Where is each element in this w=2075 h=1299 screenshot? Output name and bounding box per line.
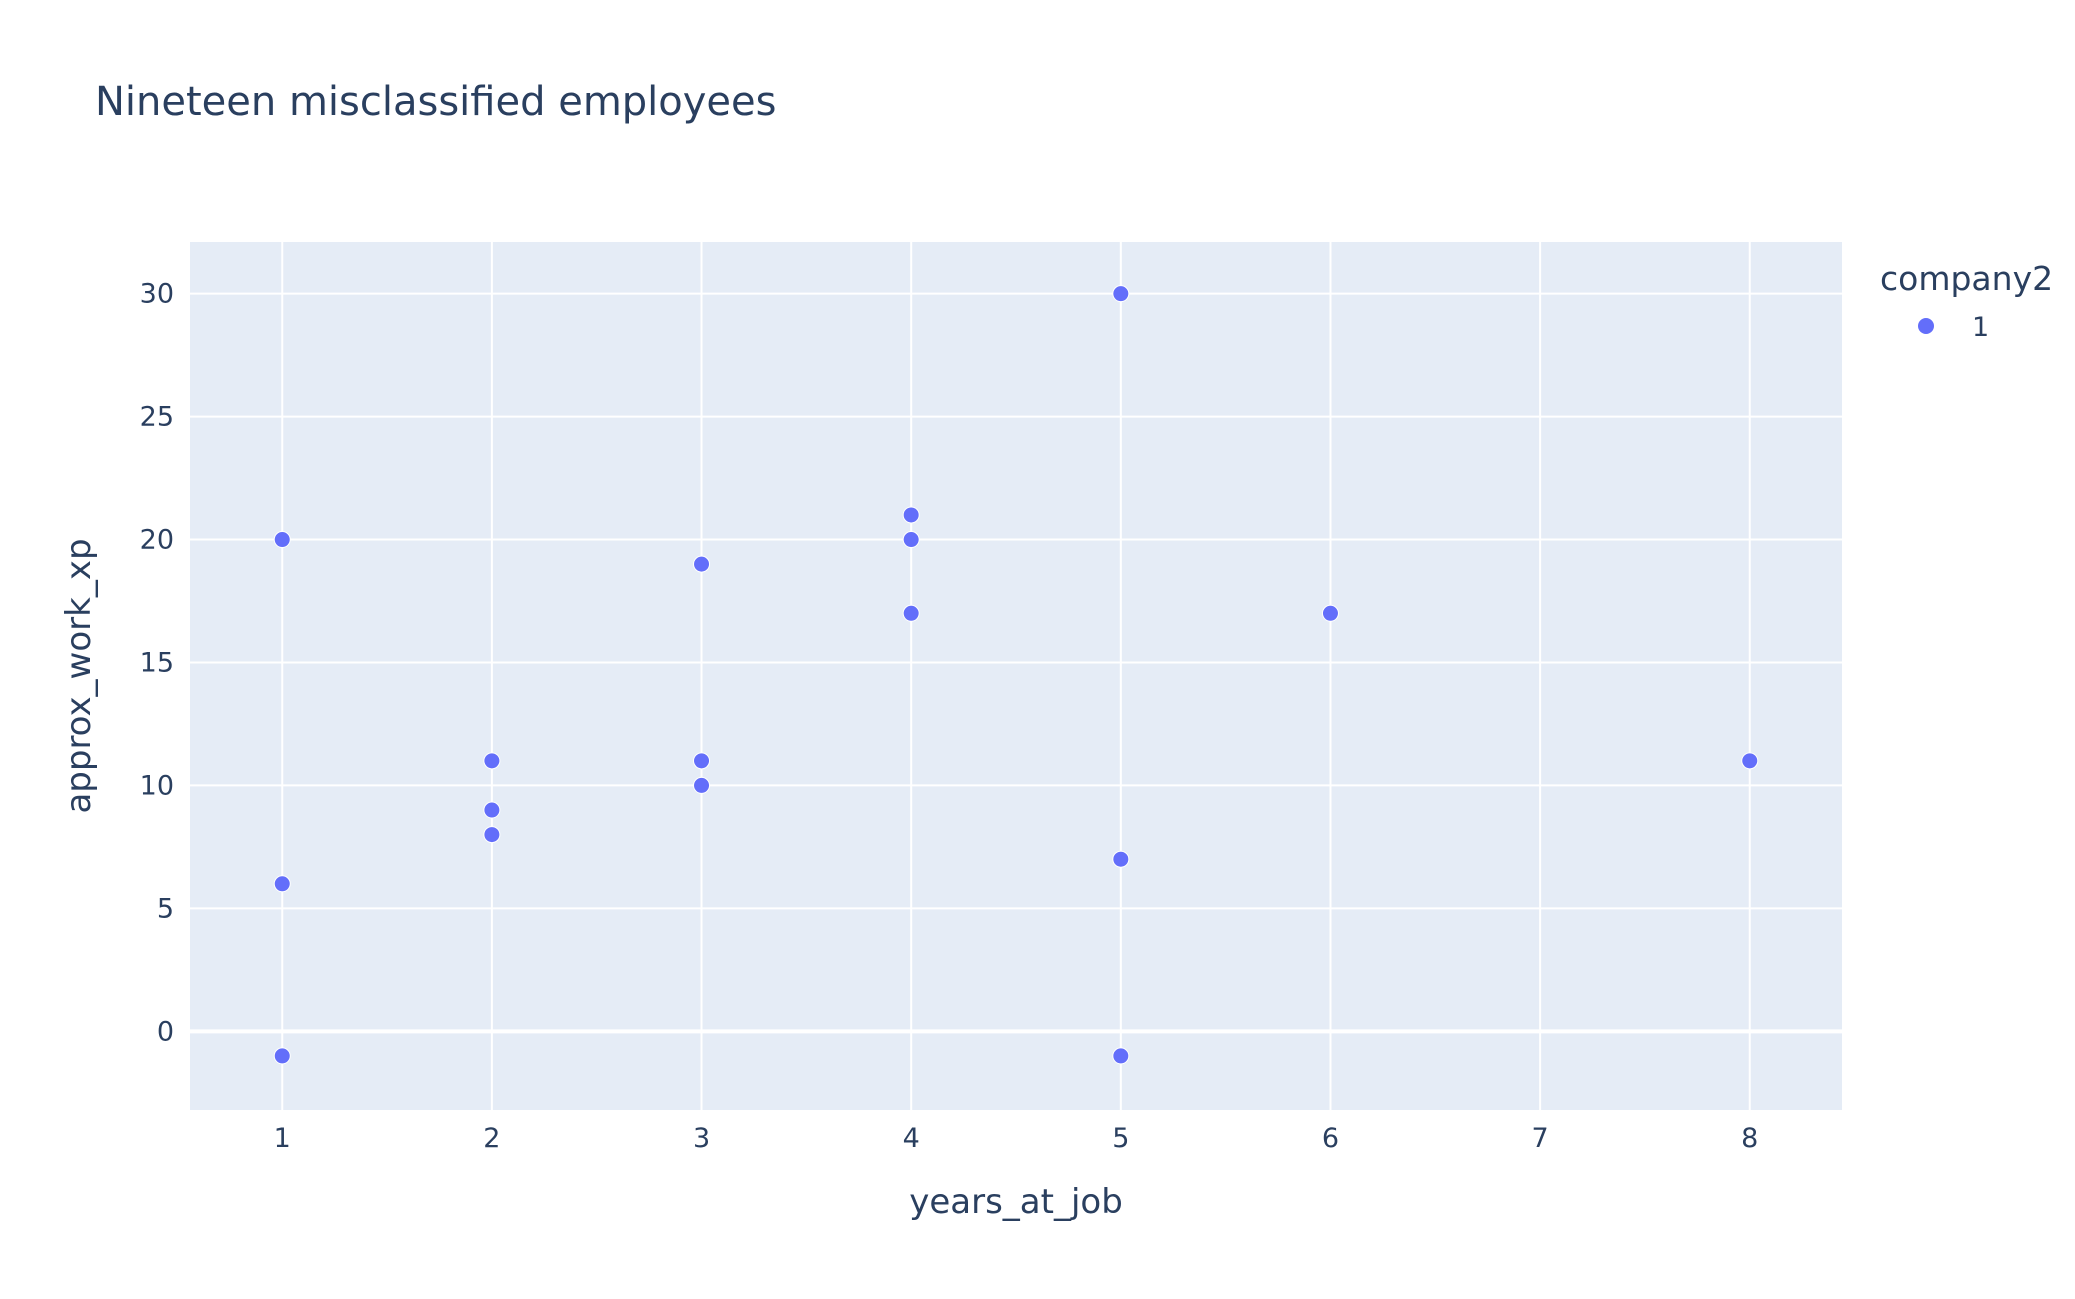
data-point[interactable]	[902, 506, 920, 524]
y-tick-label: 15	[140, 647, 174, 678]
data-point[interactable]	[1112, 285, 1130, 303]
data-point[interactable]	[273, 531, 291, 549]
data-point[interactable]	[902, 604, 920, 622]
x-tick-label: 7	[1532, 1123, 1549, 1154]
data-point[interactable]	[693, 752, 711, 770]
data-point[interactable]	[1112, 850, 1130, 868]
chart-title: Nineteen misclassified employees	[95, 79, 776, 125]
x-tick-label: 3	[693, 1123, 710, 1154]
data-point[interactable]	[1741, 752, 1759, 770]
legend[interactable]: company2 1	[1880, 259, 2053, 343]
x-tick-label: 4	[903, 1123, 920, 1154]
legend-items[interactable]: 1	[1918, 312, 1989, 343]
y-tick-label: 30	[140, 279, 174, 310]
data-point[interactable]	[483, 826, 501, 844]
x-axis-label: years_at_job	[909, 1182, 1123, 1222]
legend-item-label[interactable]: 1	[1972, 312, 1989, 343]
plot-background	[190, 242, 1842, 1110]
legend-title: company2	[1880, 259, 2053, 298]
data-point[interactable]	[1321, 604, 1339, 622]
x-tick-label: 5	[1112, 1123, 1129, 1154]
legend-marker[interactable]	[1918, 318, 1934, 334]
x-tick-label: 2	[483, 1123, 500, 1154]
data-point[interactable]	[693, 555, 711, 573]
data-point[interactable]	[483, 752, 501, 770]
data-point[interactable]	[273, 1047, 291, 1065]
data-points	[273, 285, 1759, 1065]
data-point[interactable]	[273, 875, 291, 893]
x-tick-label: 6	[1322, 1123, 1339, 1154]
y-tick-label: 5	[157, 893, 174, 924]
data-point[interactable]	[483, 801, 501, 819]
y-tick-label: 10	[140, 770, 174, 801]
x-tick-label: 1	[274, 1123, 291, 1154]
y-tick-label: 25	[140, 402, 174, 433]
data-point[interactable]	[693, 776, 711, 794]
y-axis-label: approx_work_xp	[59, 538, 99, 813]
data-point[interactable]	[902, 531, 920, 549]
x-tick-label: 8	[1741, 1123, 1758, 1154]
grid-lines	[190, 242, 1842, 1110]
y-tick-label: 20	[140, 525, 174, 556]
data-point[interactable]	[1112, 1047, 1130, 1065]
axis-ticks: 1 2 3 4 5 6 7 8 0 5 10 15 20 25 30	[140, 279, 1759, 1154]
y-tick-label: 0	[157, 1016, 174, 1047]
